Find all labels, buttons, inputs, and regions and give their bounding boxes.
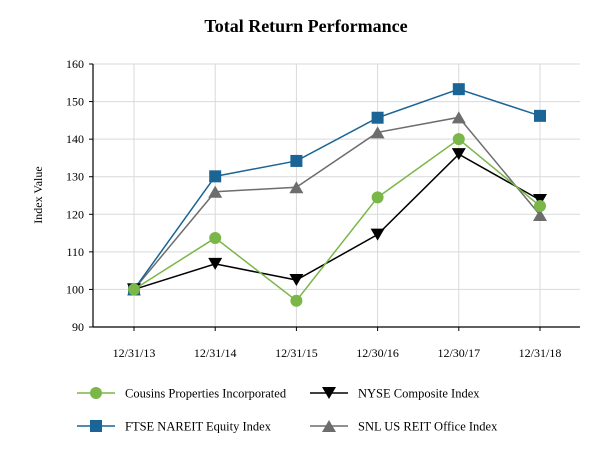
data-point <box>371 111 384 124</box>
data-point <box>371 191 384 204</box>
series-line <box>133 138 541 302</box>
legend-marker <box>322 420 336 432</box>
legend-marker <box>322 387 336 399</box>
x-tick-label: 12/31/14 <box>194 346 237 360</box>
data-point <box>533 194 547 207</box>
series <box>127 83 547 307</box>
legend-item: Cousins Properties Incorporated <box>77 387 287 401</box>
legend-item: FTSE NAREIT Equity Index <box>77 420 272 434</box>
data-point <box>451 148 466 161</box>
legend-label: Cousins Properties Incorporated <box>125 387 287 401</box>
y-axis-label: Index Value <box>31 166 45 223</box>
legend-label: SNL US REIT Office Index <box>358 420 498 434</box>
data-point <box>452 133 465 146</box>
data-point <box>209 231 222 244</box>
data-point <box>208 257 223 270</box>
x-tick-label: 12/30/17 <box>437 346 480 360</box>
data-point <box>209 170 222 183</box>
data-point <box>370 126 385 139</box>
y-tick-label: 110 <box>66 245 84 259</box>
data-point <box>128 283 140 296</box>
data-point <box>533 209 547 222</box>
x-tick-label: 12/31/13 <box>113 346 156 360</box>
chart-title: Total Return Performance <box>204 16 407 36</box>
series-cousins-properties-incorporated <box>128 133 546 307</box>
series-line <box>133 116 541 290</box>
data-point <box>451 111 466 124</box>
y-tick-label: 100 <box>66 282 84 296</box>
data-point <box>290 294 303 307</box>
y-tick-label: 160 <box>66 57 84 71</box>
data-point <box>534 200 546 213</box>
x-tick-label: 12/30/16 <box>356 346 399 360</box>
y-tick-label: 90 <box>72 320 84 334</box>
legend-item: NYSE Composite Index <box>310 387 480 401</box>
legend: Cousins Properties Incorporated NYSE Comp… <box>77 387 498 434</box>
series-ftse-nareit-equity-index <box>128 83 546 296</box>
x-tick-label: 12/31/15 <box>275 346 318 360</box>
data-point <box>289 274 304 287</box>
x-tick-label: 12/31/18 <box>519 346 562 360</box>
series-line <box>133 88 541 290</box>
axes <box>89 63 580 331</box>
y-tick-label: 130 <box>66 170 84 184</box>
y-tick-labels: 90 100 110 120 130 140 150 160 <box>66 57 84 334</box>
y-tick-label: 140 <box>66 132 84 146</box>
data-point <box>370 228 385 241</box>
data-point <box>452 83 465 96</box>
grid <box>93 63 580 327</box>
data-point <box>289 181 304 194</box>
x-tick-labels: 12/31/13 12/31/14 12/31/15 12/30/16 12/30/17… <box>113 346 562 360</box>
legend-item: SNL US REIT Office Index <box>310 420 498 434</box>
legend-marker <box>90 420 102 432</box>
data-point <box>290 154 303 167</box>
legend-label: NYSE Composite Index <box>358 387 480 401</box>
legend-label: FTSE NAREIT Equity Index <box>125 420 272 434</box>
series-line <box>133 153 541 291</box>
data-point <box>208 185 223 198</box>
data-point <box>534 109 546 122</box>
legend-marker <box>90 387 102 399</box>
y-tick-label: 120 <box>66 207 84 221</box>
y-tick-label: 150 <box>66 95 84 109</box>
